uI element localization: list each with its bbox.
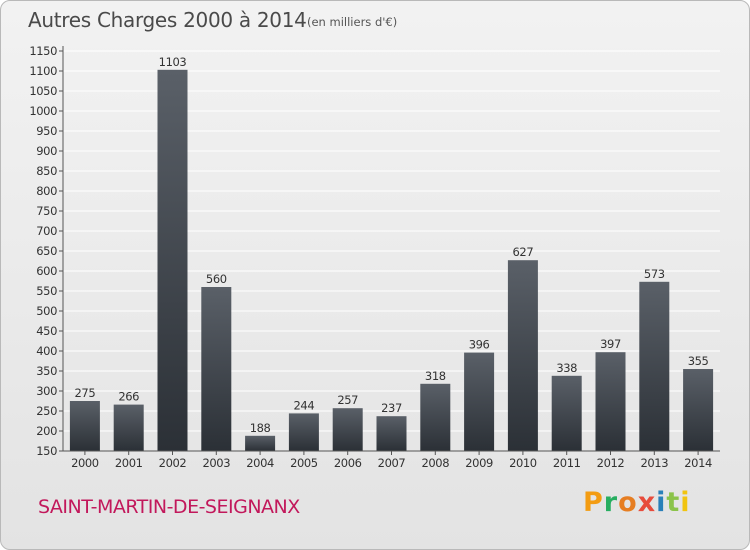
data-label: 257 [337, 393, 358, 407]
labels: 150 200 250 300 350 400 450 500 550 600 650 700 750 8… [29, 44, 712, 470]
x-tick-label: 2009 [465, 456, 493, 470]
y-tick-label: 300 [36, 384, 57, 398]
bar [464, 352, 495, 451]
bar [376, 416, 407, 451]
y-tick-label: 500 [36, 304, 57, 318]
x-tick-label: 2003 [202, 456, 230, 470]
bar [245, 435, 276, 451]
x-tick-label: 2011 [553, 456, 581, 470]
data-label: 355 [688, 354, 709, 368]
x-tick-label: 2001 [115, 456, 143, 470]
y-tick-label: 1150 [29, 44, 57, 58]
data-label: 244 [294, 398, 315, 412]
chart-subtitle: (en milliers d'€) [307, 15, 398, 29]
logo-letter: t [666, 487, 681, 518]
y-tick-label: 700 [36, 224, 57, 238]
y-tick-label: 600 [36, 264, 57, 278]
y-tick-label: 450 [36, 324, 57, 338]
bar [639, 281, 670, 451]
x-tick-label: 2010 [509, 456, 537, 470]
bar [595, 352, 626, 451]
logo-letter: r [603, 487, 619, 518]
y-tick-label: 200 [36, 424, 57, 438]
data-label: 338 [556, 361, 577, 375]
x-tick-label: 2013 [640, 456, 668, 470]
data-label: 237 [381, 401, 402, 415]
bar [113, 404, 144, 451]
bar [332, 408, 363, 451]
bar [157, 69, 188, 452]
data-label: 627 [513, 245, 534, 259]
commune-name: SAINT-MARTIN-DE-SEIGNANX [38, 496, 300, 518]
data-label: 266 [118, 390, 139, 404]
chart-title: Autres Charges 2000 à 2014 [28, 8, 307, 32]
y-tick-label: 400 [36, 344, 57, 358]
data-label: 573 [644, 267, 665, 281]
y-tick-label: 150 [36, 444, 57, 458]
data-label: 397 [600, 337, 621, 351]
data-label: 560 [206, 272, 227, 286]
data-label: 275 [75, 386, 96, 400]
y-tick-label: 1100 [29, 64, 57, 78]
y-tick-label: 850 [36, 164, 57, 178]
data-label: 396 [469, 338, 490, 352]
data-label: 318 [425, 369, 446, 383]
x-tick-label: 2007 [378, 456, 406, 470]
y-tick-label: 950 [36, 124, 57, 138]
y-tick-label: 250 [36, 404, 57, 418]
y-tick-label: 750 [36, 204, 57, 218]
bar [69, 401, 100, 451]
x-tick-label: 2008 [421, 456, 449, 470]
y-tick-label: 800 [36, 184, 57, 198]
y-tick-label: 900 [36, 144, 57, 158]
logo-letter: x [637, 487, 657, 518]
bar [201, 287, 232, 451]
bar [551, 375, 582, 451]
x-tick-label: 2002 [159, 456, 187, 470]
x-tick-label: 2014 [684, 456, 712, 470]
x-tick-label: 2012 [597, 456, 625, 470]
y-tick-label: 350 [36, 364, 57, 378]
proxiti-logo: Proxiti [583, 487, 691, 518]
x-tick-label: 2006 [334, 456, 362, 470]
x-tick-label: 2000 [71, 456, 99, 470]
axes [59, 46, 720, 455]
x-tick-label: 2004 [246, 456, 274, 470]
logo-letter: i [656, 487, 667, 518]
x-tick-label: 2005 [290, 456, 318, 470]
y-tick-label: 550 [36, 284, 57, 298]
y-tick-label: 1050 [29, 84, 57, 98]
logo-letter: o [618, 487, 638, 518]
y-tick-label: 650 [36, 244, 57, 258]
data-label: 1103 [159, 55, 187, 69]
y-tick-label: 1000 [29, 104, 57, 118]
bar [683, 369, 714, 451]
logo-letter: P [583, 487, 604, 518]
bars [69, 69, 714, 452]
logo-letter: i [680, 487, 691, 518]
data-label: 188 [250, 421, 271, 435]
bar [288, 413, 319, 451]
bar [420, 383, 451, 451]
bar [507, 260, 538, 451]
